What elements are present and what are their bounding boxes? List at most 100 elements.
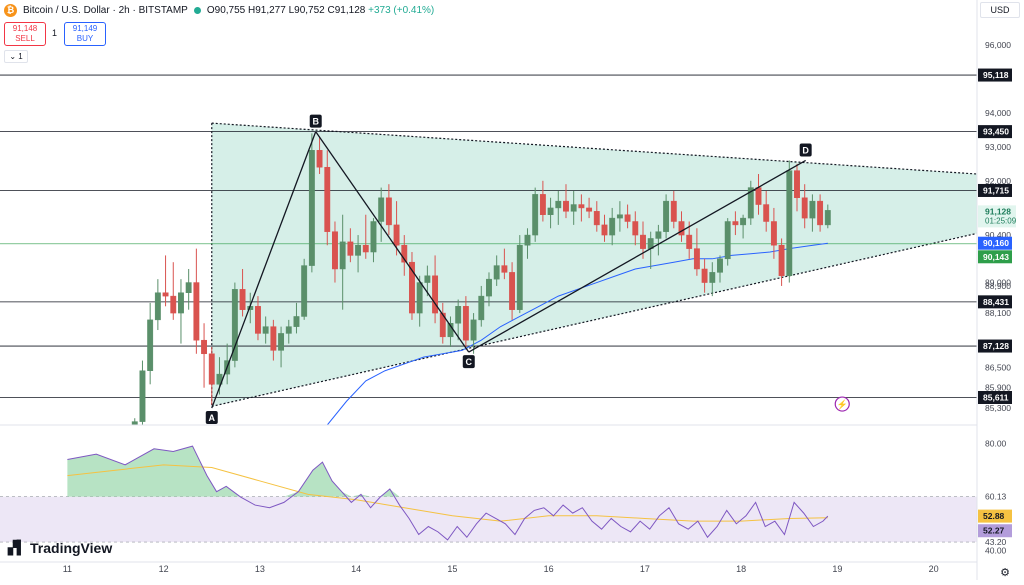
candle-body [262, 326, 269, 334]
candle-body [178, 292, 184, 314]
level-badge-0-text: 95,118 [983, 70, 1009, 80]
candle-body [462, 306, 469, 341]
candle-32 [378, 187, 385, 242]
green-badge-bg [978, 250, 1012, 264]
candle-65 [632, 211, 639, 246]
candle-body [147, 319, 154, 371]
moving-average-line [326, 242, 828, 425]
time-tick-6: 17 [640, 564, 650, 574]
candle-30 [362, 214, 369, 259]
candle-35 [401, 235, 408, 276]
ohlc-values: O90,755 H91,277 L90,752 C91,128 +373 (+0… [207, 5, 434, 16]
collapse-indicators-button[interactable]: ⌄ 1 [4, 50, 28, 63]
rsi-line [67, 445, 829, 541]
candle-body [208, 353, 215, 385]
candle-body [524, 234, 531, 246]
rsi-tick-0: 80.00 [985, 438, 1007, 448]
level-badge-2-text: 91,715 [983, 185, 1009, 195]
candle-25 [324, 150, 331, 246]
tradingview-logo[interactable]: ▞▍ TradingView [8, 540, 112, 556]
rsi-ma-line [67, 464, 828, 522]
candle-body [593, 211, 600, 226]
candle-7 [185, 268, 192, 310]
level-badge-4-text: 87,128 [983, 341, 1009, 351]
candle-body [770, 221, 777, 246]
candle-50 [516, 235, 523, 314]
pattern-point-box-A [205, 411, 218, 425]
settings-gear-icon[interactable]: ⚙ [1000, 567, 1010, 579]
candle-body [724, 221, 731, 260]
candle-68 [655, 224, 662, 256]
candle-body [801, 197, 808, 219]
time-tick-8: 19 [832, 564, 842, 574]
triangle-lower-dotted-line [211, 232, 978, 407]
candle-body [794, 170, 800, 199]
candle-2 [147, 302, 154, 385]
symbol-header[interactable]: ₿ Bitcoin / U.S. Dollar · 2h · BITSTAMP … [0, 0, 434, 20]
ohlc-text: O90,755 H91,277 L90,752 C91,128 [206, 4, 366, 16]
candle-body [416, 282, 423, 314]
candle-body [201, 339, 208, 355]
pattern-point-box-D [799, 143, 812, 157]
candle-body [470, 319, 477, 341]
candle-body [547, 207, 554, 215]
candle-body [362, 244, 369, 253]
candle-74 [701, 258, 708, 293]
symbol-title[interactable]: Bitcoin / U.S. Dollar · 2h · BITSTAMP [23, 4, 188, 16]
candle-body [347, 241, 354, 256]
ma-badge-bg [978, 236, 1012, 250]
level-badge-1-bg [978, 125, 1012, 139]
price-tick-5: 89,000 [985, 278, 1011, 288]
ma-badge-text: 90,160 [983, 238, 1009, 248]
level-badge-2-bg [978, 183, 1012, 197]
time-tick-2: 13 [255, 564, 265, 574]
candle-body [231, 289, 238, 361]
sell-button[interactable]: 91,148 SELL [4, 22, 46, 46]
candle-77 [724, 218, 731, 266]
candle-19 [278, 326, 285, 368]
candle-52 [532, 187, 539, 242]
candle-body [740, 217, 747, 226]
candle-body [385, 197, 392, 226]
spread-value: 1 [52, 28, 58, 38]
candle-body [270, 326, 277, 351]
candle-body [640, 234, 646, 249]
green-badge-text: 90,143 [983, 252, 1009, 262]
rsi-ma-badge-text: 52.88 [983, 511, 1005, 521]
candle-body [339, 241, 346, 270]
candle-body [401, 244, 408, 263]
candle-39 [432, 255, 439, 324]
candle-body [693, 248, 700, 270]
candle-body [478, 295, 485, 321]
candle-62 [609, 207, 616, 246]
currency-selector[interactable]: USD [980, 2, 1020, 18]
candle-3 [154, 279, 161, 331]
candle-body [516, 244, 523, 310]
candle-6 [178, 279, 184, 344]
buy-button[interactable]: 91,149 BUY [64, 22, 106, 46]
candle-body [332, 231, 338, 270]
rsi-overbought-fill [67, 446, 828, 497]
candle-75 [709, 262, 716, 297]
candle-body [586, 207, 593, 212]
time-tick-3: 14 [351, 564, 361, 574]
candle-body [285, 326, 292, 334]
candle-21 [293, 302, 300, 334]
candle-16 [255, 296, 261, 341]
candle-body [755, 187, 762, 205]
candle-10 [208, 346, 215, 405]
candle-body [532, 194, 539, 236]
candle-80 [747, 180, 754, 225]
time-tick-7: 18 [736, 564, 746, 574]
abcd-leg-2 [468, 159, 806, 353]
candle-46 [486, 272, 492, 307]
candle-body [570, 204, 577, 212]
current-price-badge-bg [978, 205, 1016, 228]
current-price-countdown-text: 01:25:09 [985, 216, 1017, 225]
candle-58 [578, 194, 585, 222]
candle-body [824, 210, 831, 226]
candle-79 [740, 214, 747, 239]
candle-body [316, 150, 323, 168]
